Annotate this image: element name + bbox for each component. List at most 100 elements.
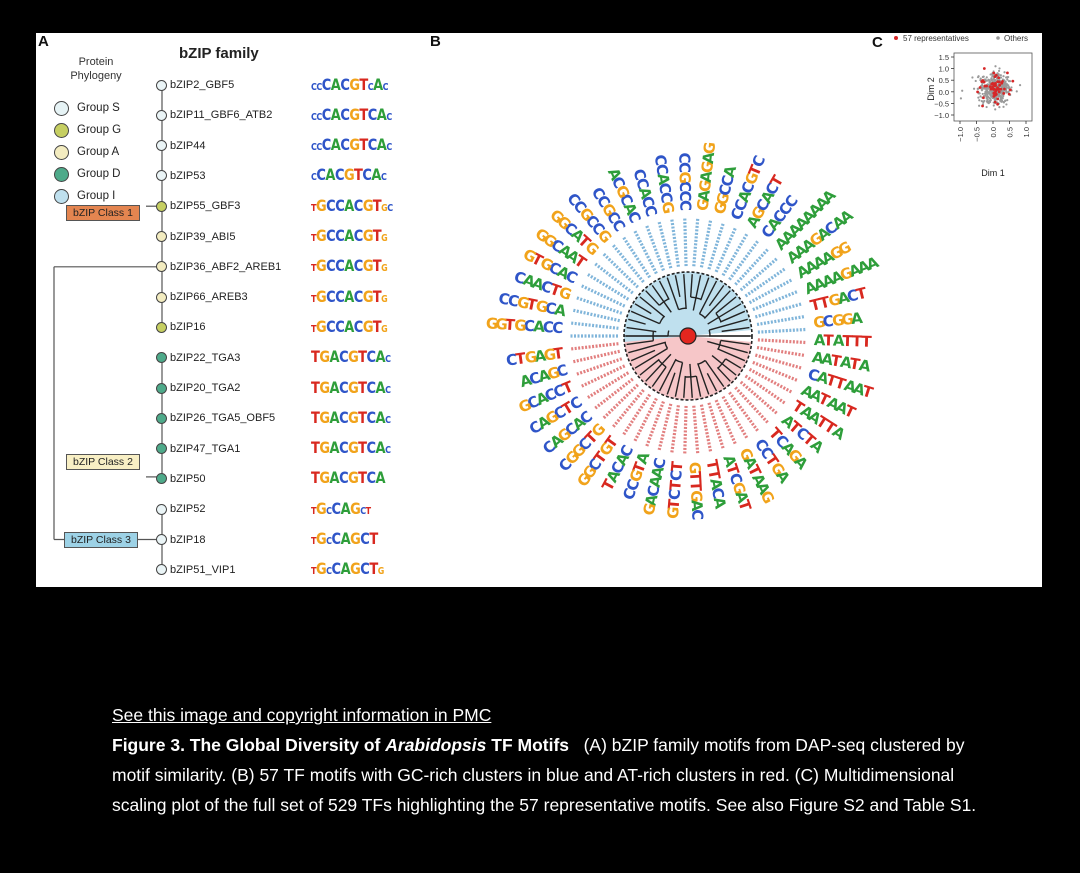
others-point [980,100,983,103]
radial-branch [651,366,667,388]
motif-letter: G [495,315,508,334]
tf-name-label [699,404,713,453]
motif-letter: A [858,356,873,376]
at-rich-sector [624,336,752,401]
radial-branch [706,372,718,392]
tf-name-label [602,252,639,289]
motif-letter: G [693,198,712,212]
tf-name-label [756,314,805,327]
gene-row: bZIP52 TGCCAGCT [156,500,371,519]
motif-letter: G [700,141,719,155]
motif-letter: C [651,153,670,167]
y-tick-label: 1.0 [939,65,949,74]
motif-letter: A [833,332,846,350]
radial-branch [628,341,667,354]
pmc-link[interactable]: See this image and copyright information… [112,705,492,725]
motif-letter: A [811,348,826,368]
motif-letter: C [655,181,674,195]
tf-name-label [593,262,634,295]
legend-label: Group A [77,146,120,158]
motif-letter: C [675,162,693,173]
x-tick-label: 0.0 [989,127,998,137]
motif-letter: G [485,314,498,333]
x-tick-label: −1.0 [956,127,965,142]
tf-name-label [611,389,645,429]
others-point [1005,76,1008,79]
gene-motif-logo: TGACGTCAC [311,378,391,398]
motif-letter: G [728,480,749,497]
representative-point [993,84,997,88]
tf-name-label [570,321,619,330]
gene-node [156,140,167,152]
representative-point [994,82,997,85]
tf-name-label [734,386,770,424]
motif-letter: T [829,351,843,371]
others-point [991,75,994,78]
tf-name-label [728,391,760,433]
motif-letter: A [695,188,714,202]
gene-node [156,564,167,576]
others-point [983,87,986,90]
radial-branch [626,340,654,346]
gene-row: bZIP18 TGCCAGCT [156,530,378,549]
y-tick-label: −0.5 [934,99,949,108]
others-point [959,97,963,100]
others-point [1006,78,1009,81]
motif-letter: C [667,469,686,481]
gene-motif-logo: TGCCACGTG [311,287,388,307]
others-point [986,93,989,96]
radial-branch [698,280,718,315]
legend-others-label: Others [1004,34,1028,43]
gene-name: bZIP53 [170,169,206,182]
others-point [1010,86,1013,89]
tf-name-label [683,405,688,454]
motif-letter: T [703,458,723,472]
gene-motif-logo: TGCCAGCT [311,530,378,549]
others-point [1005,103,1008,106]
gene-row: bZIP2_GBF5 CCCACGTCAC [156,76,389,94]
others-point [996,94,1000,98]
others-point [1006,99,1009,102]
tf-name-label [699,219,713,268]
others-point [1018,84,1022,87]
motif-letter: A [815,368,832,389]
caption-title-suffix: TF Motifs [486,735,570,755]
protein-phylogeny-heading: Protein Phylogeny [70,56,122,82]
gene-motif-logo: TGCCACGTGC [311,196,393,216]
representative-point [992,91,996,95]
others-point [997,69,1001,73]
others-point [983,99,986,103]
others-point [989,73,992,76]
figure-panel: A Protein Phylogeny bZIP family Group S G… [36,33,1042,587]
tf-name-label [633,397,658,443]
gene-row: bZIP53 CCACGTCAC [156,167,387,185]
motif-letter: C [638,194,658,210]
gene-motif-logo: TGCCACGTG [311,257,388,277]
others-point [986,101,989,104]
others-point [991,78,995,81]
gene-row: bZIP39_ABI5 TGCCACGTG [156,227,388,246]
tf-name-label [757,338,806,345]
others-point [1002,105,1005,108]
x-tick-label: −0.5 [973,127,982,142]
gene-name: bZIP66_AREB3 [170,291,248,304]
others-point [989,93,992,96]
tf-name-label [580,364,626,388]
panel-c-label: C [872,34,883,51]
others-point [978,99,981,102]
tf-name-label [754,302,802,319]
radial-branch [651,284,672,313]
radial-branch [703,290,731,319]
motif-letter: G [837,263,855,284]
gene-motif-logo: TGCCAGCTG [311,560,384,580]
representative-point [998,83,1002,87]
